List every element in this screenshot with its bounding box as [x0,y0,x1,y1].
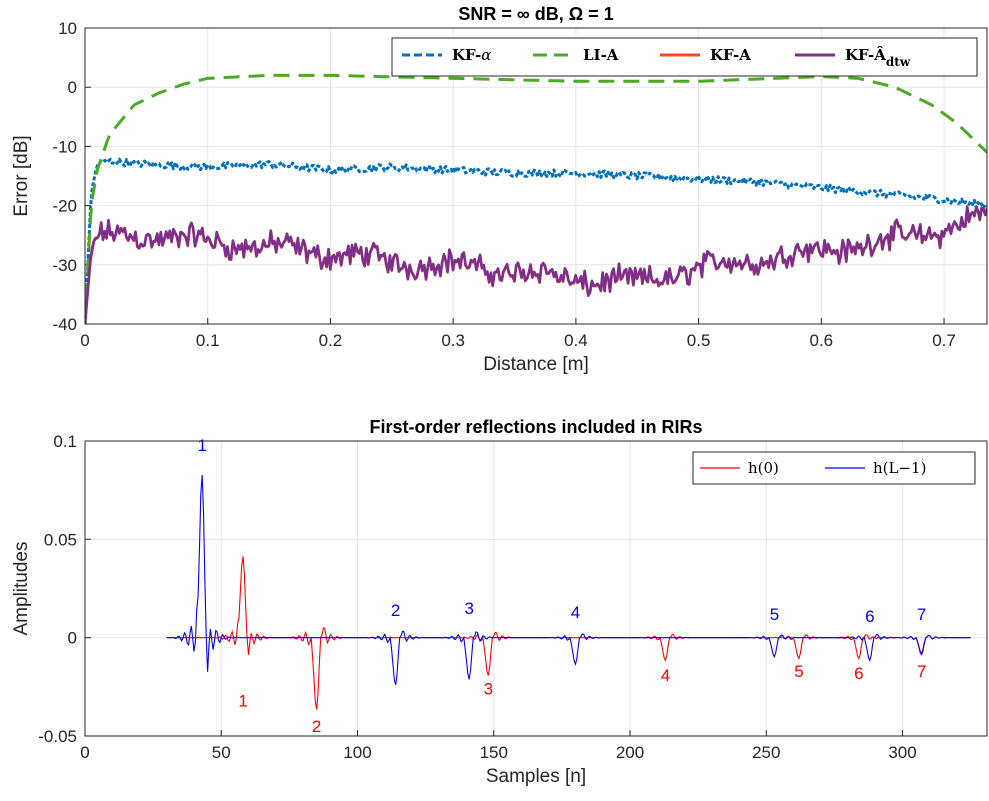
y-axis-label: Amplitudes [11,542,32,636]
y-tick-label: 0.1 [53,432,77,451]
legend-label-hL: h(L−1) [873,459,926,477]
y-axis-label: Error [dB] [11,135,32,216]
legend-label-4: KF-Âdtw [845,46,911,69]
x-tick-label: 300 [888,743,916,762]
legend-label-base: KF-A [710,46,751,64]
reflection-label: 6 [865,607,874,626]
reflection-label: 6 [854,664,863,683]
x-tick-label: 250 [752,743,780,762]
legend-label-3: KF-A [710,46,751,64]
reflection-label: 2 [312,717,321,736]
reflection-label: 5 [770,605,779,624]
x-tick-label: 0.5 [687,331,711,350]
reflection-label: 7 [917,662,926,681]
reflection-label: 5 [794,662,803,681]
reflection-label: 4 [571,603,580,622]
x-tick-label: 0.3 [441,331,465,350]
x-tick-label: 0.1 [196,331,220,350]
chart-error-vs-distance: 0 0.1 0.2 0.3 0.4 0.5 0.6 0.7 -40 -30 -20 -10 0 10 SNR… [11,4,988,375]
legend: KF-α LI-A KF-A KF-Âdtw [391,37,978,77]
y-tick-label: -20 [52,197,77,216]
y-tick-label: -0.05 [38,727,77,746]
y-tick-label: -10 [52,137,77,156]
x-tick-label: 0.4 [564,331,588,350]
legend-label-italic: α [481,46,491,64]
legend-label-2: LI-A [583,46,619,64]
x-tick-label: 0 [80,331,89,350]
chart-title: First-order reflections included in RIRs [369,417,702,437]
reflection-label: 3 [484,680,493,699]
legend-label-sub: dtw [886,55,911,69]
series-line-1 [85,157,987,324]
plot-area [85,441,987,736]
legend-label-base: KF- [452,46,481,64]
x-axis-label: Distance [m] [483,354,589,375]
reflection-label: 4 [661,666,670,685]
x-axis-label: Samples [n] [486,766,586,787]
series-line-2 [85,73,987,324]
x-tick-label: 0.2 [319,331,343,350]
y-tick-label: 0 [68,78,77,97]
reflection-label: 2 [391,601,400,620]
x-tick-label: 200 [616,743,644,762]
y-tick-label: 10 [58,19,77,38]
y-tick-label: 0 [68,629,77,648]
y-tick-label: -30 [52,256,77,275]
x-tick-label: 0 [80,743,89,762]
legend-box [391,37,978,77]
legend-label-base: LI-A [583,46,619,64]
axes-frame [84,27,988,325]
x-tick-label: 0.7 [932,331,956,350]
series-line-4 [85,205,987,324]
x-tick-label: 100 [343,743,371,762]
series-line-hL [166,474,971,686]
x-tick-label: 150 [480,743,508,762]
reflection-label: 7 [917,605,926,624]
legend-label-base: KF-Â [845,46,886,64]
x-tick-label: 50 [212,743,231,762]
legend-label-h0: h(0) [748,459,779,477]
legend: h(0) h(L−1) [692,451,976,485]
legend-label-1: KF-α [452,46,491,64]
axes-frame [84,440,988,737]
y-tick-label: 0.05 [44,530,77,549]
x-tick-label: 0.6 [810,331,834,350]
reflection-label: 1 [238,692,247,711]
reflection-label: 3 [465,599,474,618]
reflection-label: 1 [197,436,206,455]
chart-title: SNR = ∞ dB, Ω = 1 [458,4,613,24]
y-tick-label: -40 [52,315,77,334]
chart-first-order-reflections: 0 50 100 150 200 250 300-0.0500.050.1First-ord… [11,417,988,787]
